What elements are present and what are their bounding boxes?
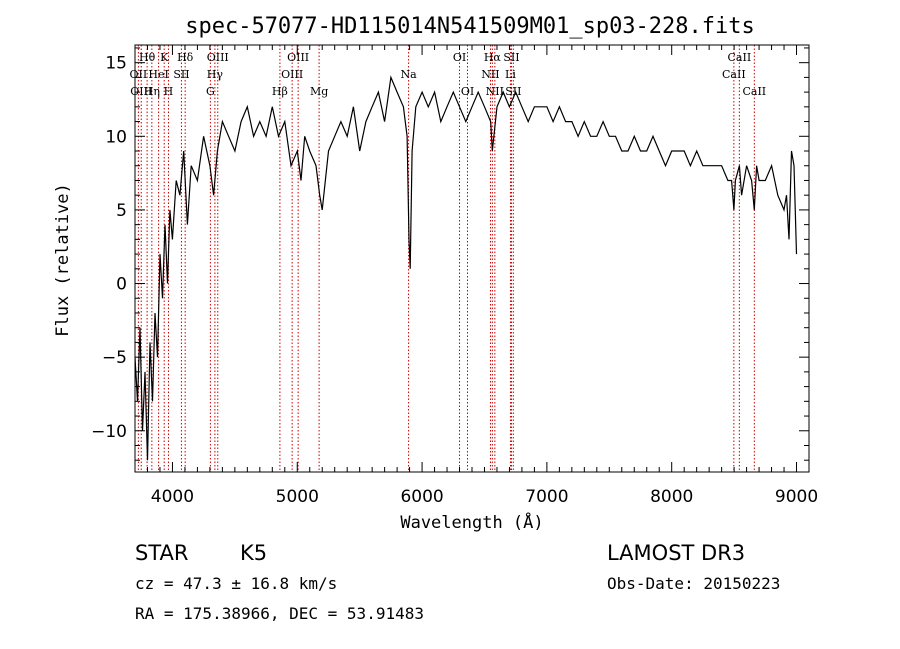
line-label-hei: HeI [148,68,168,81]
line-label-oiii: OIII [130,85,152,98]
line-label-caii: CaII [728,51,752,64]
plot-frame [134,44,810,473]
x-axis: 4000 5000 6000 7000 8000 9000 [134,45,818,507]
line-label-sii: SII [503,51,519,64]
coordinates: RA = 175.38966, DEC = 53.91483 [135,604,424,623]
y-tick-label: 0 [116,275,127,295]
line-label-hδ: Hδ [177,51,194,64]
line-label-oii: OII [130,68,148,81]
line-label-nii: NII [481,68,499,81]
line-label-g: G [206,85,215,98]
x-axis-label: Wavelength (Å) [400,511,543,533]
x-tick-label: 5000 [276,487,319,507]
line-label-hβ: Hβ [272,85,288,98]
spectral-subclass: K5 [240,541,267,565]
line-label-hγ: Hγ [207,68,224,81]
line-label-caii: CaII [722,68,746,81]
spectral-line-labels: OII OIII Hθ Hη HeI K H SII Hδ G Hγ OIII Hβ OIII OIII Mg… [130,51,767,98]
line-label-mg: Mg [310,85,328,98]
x-tick-label: 4000 [151,487,194,507]
line-label-hα: Hα [484,51,502,64]
object-class: STAR [135,541,188,565]
y-axis-label: Flux (relative) [53,183,73,337]
line-label-caii: CaII [742,85,766,98]
line-label-oiii: OIII [287,51,309,64]
spectrum-line [135,75,798,461]
line-label-oi: OI [461,85,474,98]
observation-date: Obs-Date: 20150223 [607,574,780,593]
y-tick-label: 5 [116,201,127,221]
x-tick-label: 7000 [525,487,568,507]
y-tick-label: −10 [91,422,127,442]
line-label-hθ: Hθ [139,51,156,64]
line-label-sii: SII [505,85,521,98]
line-label-li: Li [505,68,516,81]
line-label-h: H [164,85,174,98]
chart-title: spec-57077-HD115014N541509M01_sp03-228.f… [185,14,755,39]
survey-name: LAMOST DR3 [607,541,745,565]
x-tick-label: 8000 [650,487,693,507]
y-tick-label: −5 [102,348,127,368]
line-label-oi: OI [453,51,466,64]
y-tick-label: 10 [105,127,127,147]
line-label-oiii: OIII [281,68,303,81]
line-label-nii: NII [486,85,504,98]
x-tick-label: 6000 [400,487,443,507]
y-tick-label: 15 [105,54,127,74]
redshift-velocity: cz = 47.3 ± 16.8 km/s [135,574,337,593]
line-label-oiii: OIII [207,51,229,64]
line-label-k: K [160,51,169,64]
spectral-line-markers [137,45,755,472]
x-tick-label: 9000 [775,487,818,507]
y-axis: −10 −5 0 5 10 15 [91,47,809,461]
line-label-na: Na [401,68,418,81]
line-label-sii: SII [173,68,189,81]
line-label-hη: Hη [144,85,160,98]
